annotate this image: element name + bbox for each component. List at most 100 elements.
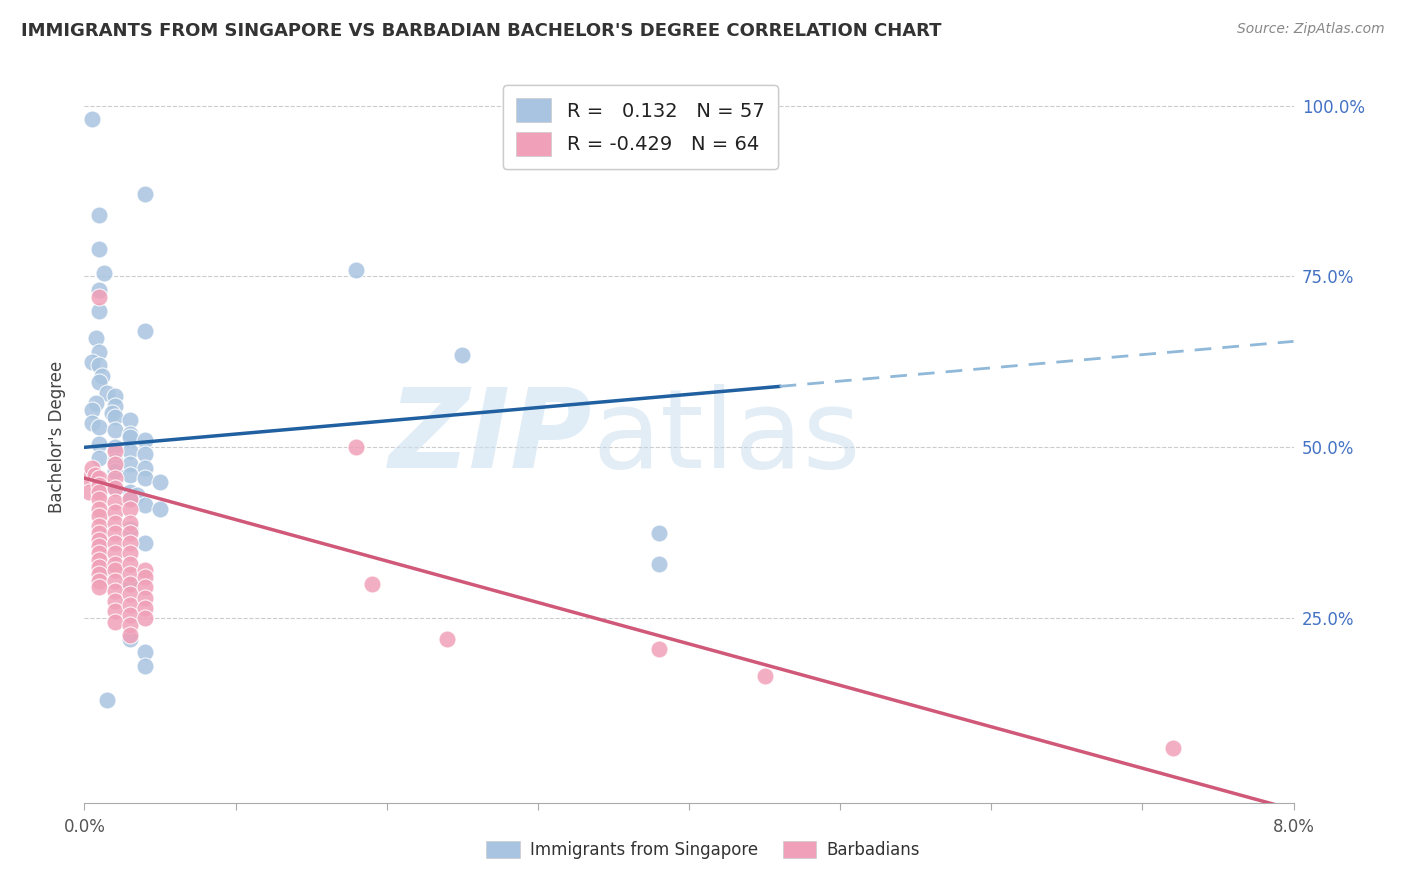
- Point: [360, 577, 382, 591]
- Point: [86, 331, 108, 345]
- Point: [89, 560, 111, 574]
- Point: [89, 376, 111, 390]
- Point: [127, 488, 149, 502]
- Point: [89, 437, 111, 451]
- Point: [89, 525, 111, 540]
- Point: [89, 553, 111, 567]
- Point: [134, 499, 156, 513]
- Point: [118, 426, 141, 441]
- Point: [89, 208, 111, 222]
- Point: [134, 536, 156, 550]
- Point: [118, 458, 141, 472]
- Point: [104, 458, 127, 472]
- Point: [89, 303, 111, 318]
- Point: [89, 519, 111, 533]
- Point: [104, 516, 127, 530]
- Point: [118, 443, 141, 458]
- Point: [104, 495, 127, 509]
- Point: [77, 484, 100, 499]
- Point: [80, 112, 103, 127]
- Point: [451, 348, 474, 362]
- Legend: Immigrants from Singapore, Barbadians: Immigrants from Singapore, Barbadians: [479, 834, 927, 866]
- Point: [89, 420, 111, 434]
- Point: [96, 385, 118, 400]
- Point: [104, 505, 127, 519]
- Point: [118, 618, 141, 632]
- Legend: R =   0.132   N = 57, R = -0.429   N = 64: R = 0.132 N = 57, R = -0.429 N = 64: [503, 85, 779, 169]
- Point: [104, 546, 127, 560]
- Point: [77, 471, 100, 485]
- Point: [436, 632, 458, 646]
- Point: [346, 262, 368, 277]
- Point: [89, 344, 111, 359]
- Point: [104, 536, 127, 550]
- Point: [134, 601, 156, 615]
- Point: [93, 266, 115, 280]
- Text: atlas: atlas: [592, 384, 860, 491]
- Point: [118, 632, 141, 646]
- Point: [104, 440, 127, 454]
- Point: [104, 594, 127, 608]
- Point: [134, 591, 156, 605]
- Point: [96, 693, 118, 707]
- Point: [104, 443, 127, 458]
- Point: [104, 400, 127, 414]
- Point: [118, 525, 141, 540]
- Point: [91, 368, 114, 383]
- Point: [100, 406, 122, 420]
- Point: [80, 417, 103, 431]
- Point: [1161, 741, 1184, 756]
- Point: [89, 290, 111, 304]
- Point: [134, 460, 156, 475]
- Point: [89, 359, 111, 373]
- Point: [86, 396, 108, 410]
- Point: [104, 604, 127, 618]
- Point: [134, 324, 156, 338]
- Point: [104, 557, 127, 571]
- Point: [89, 283, 111, 297]
- Point: [754, 669, 776, 683]
- Point: [118, 577, 141, 591]
- Point: [104, 389, 127, 403]
- Point: [118, 522, 141, 536]
- Point: [346, 440, 368, 454]
- Point: [89, 540, 111, 554]
- Y-axis label: Bachelor's Degree: Bachelor's Degree: [48, 361, 66, 513]
- Point: [104, 423, 127, 437]
- Point: [134, 659, 156, 673]
- Point: [104, 454, 127, 468]
- Point: [118, 557, 141, 571]
- Point: [118, 587, 141, 601]
- Point: [118, 536, 141, 550]
- Point: [118, 577, 141, 591]
- Point: [118, 598, 141, 612]
- Point: [89, 581, 111, 595]
- Point: [80, 460, 103, 475]
- Point: [89, 546, 111, 560]
- Point: [104, 563, 127, 577]
- Point: [80, 355, 103, 369]
- Point: [104, 525, 127, 540]
- Point: [134, 471, 156, 485]
- Point: [134, 611, 156, 625]
- Point: [118, 491, 141, 506]
- Point: [648, 557, 671, 571]
- Point: [104, 471, 127, 485]
- Point: [118, 430, 141, 444]
- Point: [104, 615, 127, 629]
- Point: [89, 478, 111, 492]
- Point: [118, 413, 141, 427]
- Point: [80, 402, 103, 417]
- Point: [648, 642, 671, 657]
- Point: [104, 481, 127, 495]
- Point: [648, 525, 671, 540]
- Point: [118, 484, 141, 499]
- Point: [118, 467, 141, 482]
- Point: [149, 501, 172, 516]
- Point: [89, 471, 111, 485]
- Point: [89, 242, 111, 256]
- Point: [104, 583, 127, 598]
- Point: [89, 533, 111, 547]
- Point: [104, 574, 127, 588]
- Point: [134, 187, 156, 202]
